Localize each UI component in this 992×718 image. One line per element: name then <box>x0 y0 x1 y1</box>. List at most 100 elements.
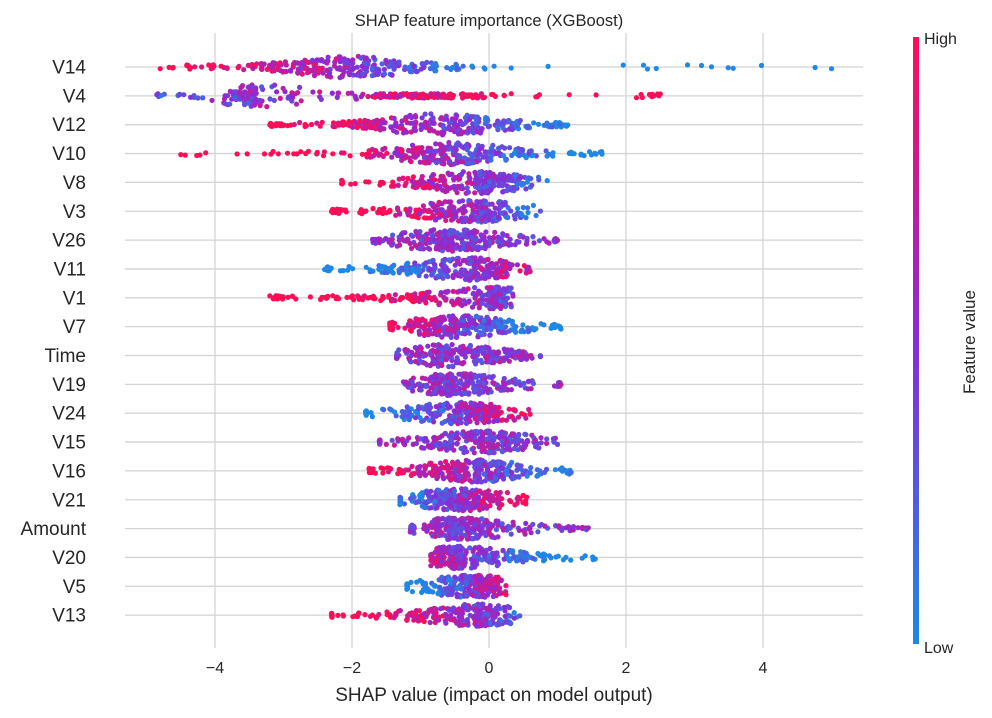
shap-point <box>435 93 441 99</box>
shap-point <box>457 468 463 474</box>
shap-point <box>445 274 451 280</box>
shap-point <box>421 215 428 221</box>
shap-point <box>406 409 412 415</box>
shap-point <box>387 320 393 326</box>
shap-point <box>444 65 450 71</box>
shap-point <box>408 91 414 97</box>
shap-point <box>447 172 453 178</box>
shap-point <box>456 176 462 182</box>
shap-point <box>511 438 517 444</box>
shap-point <box>486 291 492 297</box>
shap-point <box>469 160 476 166</box>
shap-point <box>408 232 414 238</box>
shap-point <box>391 442 397 448</box>
shap-point <box>252 98 258 104</box>
shap-point <box>337 75 343 81</box>
shap-point <box>341 69 347 75</box>
shap-point <box>459 431 465 437</box>
shap-point <box>459 400 465 406</box>
shap-point <box>467 318 473 324</box>
shap-point <box>427 66 433 72</box>
shap-point <box>244 151 250 157</box>
shap-point <box>508 65 514 71</box>
shap-point <box>466 413 472 419</box>
shap-point <box>496 199 502 205</box>
shap-point <box>327 70 333 76</box>
shap-point <box>425 443 431 449</box>
shap-point <box>288 93 294 99</box>
shap-point <box>377 236 383 242</box>
shap-point <box>758 62 765 69</box>
shap-point <box>464 185 470 191</box>
shap-point <box>426 294 433 300</box>
shap-point <box>501 181 507 187</box>
shap-point <box>485 173 491 179</box>
shap-point <box>480 498 486 504</box>
shap-point <box>430 342 436 348</box>
shap-point <box>368 410 374 416</box>
shap-point <box>453 498 459 504</box>
shap-point <box>465 470 471 477</box>
shap-point <box>469 201 475 207</box>
shap-point <box>445 527 452 534</box>
feature-points-v21 <box>397 486 530 514</box>
shap-point <box>454 141 460 147</box>
shap-point <box>476 305 482 311</box>
shap-point <box>396 237 402 243</box>
shap-point <box>298 65 304 71</box>
shap-point <box>475 379 481 385</box>
shap-point <box>459 183 465 189</box>
shap-point <box>437 268 443 274</box>
shap-point <box>725 65 731 71</box>
shap-point <box>593 151 599 157</box>
shap-point <box>422 93 428 99</box>
shap-point <box>472 255 478 261</box>
shap-point <box>487 213 493 219</box>
shap-point <box>506 261 512 267</box>
shap-point <box>462 257 468 263</box>
shap-point <box>410 441 416 447</box>
shap-point <box>523 215 529 221</box>
shap-point <box>438 391 445 397</box>
shap-point <box>439 408 445 414</box>
shap-point <box>408 294 414 300</box>
shap-point <box>479 245 485 251</box>
shap-point <box>245 100 251 106</box>
shap-point <box>324 295 330 301</box>
shap-point <box>514 496 520 502</box>
shap-point <box>425 236 431 242</box>
shap-point <box>264 66 270 72</box>
shap-point <box>464 526 470 532</box>
shap-point <box>524 125 530 131</box>
shap-point <box>520 447 526 453</box>
shap-point <box>453 271 459 278</box>
shap-point <box>224 65 230 71</box>
shap-point <box>270 60 277 66</box>
shap-point <box>459 478 466 484</box>
shap-point <box>280 85 286 91</box>
shap-point <box>475 314 481 320</box>
shap-point <box>509 431 515 437</box>
shap-point <box>450 531 456 537</box>
shap-point <box>515 206 521 212</box>
shap-point <box>472 526 478 532</box>
shap-point <box>499 303 505 309</box>
shap-point <box>249 84 256 90</box>
shap-point <box>352 181 358 187</box>
shap-point <box>523 415 529 421</box>
shap-point <box>341 119 347 125</box>
shap-point <box>298 98 304 104</box>
shap-point <box>353 96 359 102</box>
shap-point <box>462 331 468 337</box>
shap-point <box>386 292 392 299</box>
shap-point <box>419 173 425 180</box>
shap-point <box>483 229 489 235</box>
shap-point <box>349 293 355 299</box>
shap-point <box>423 273 429 279</box>
shap-point <box>199 64 205 70</box>
shap-point <box>458 380 464 386</box>
shap-point <box>460 314 466 320</box>
shap-point <box>524 238 530 244</box>
shap-point <box>444 144 450 150</box>
shap-point <box>456 155 462 161</box>
